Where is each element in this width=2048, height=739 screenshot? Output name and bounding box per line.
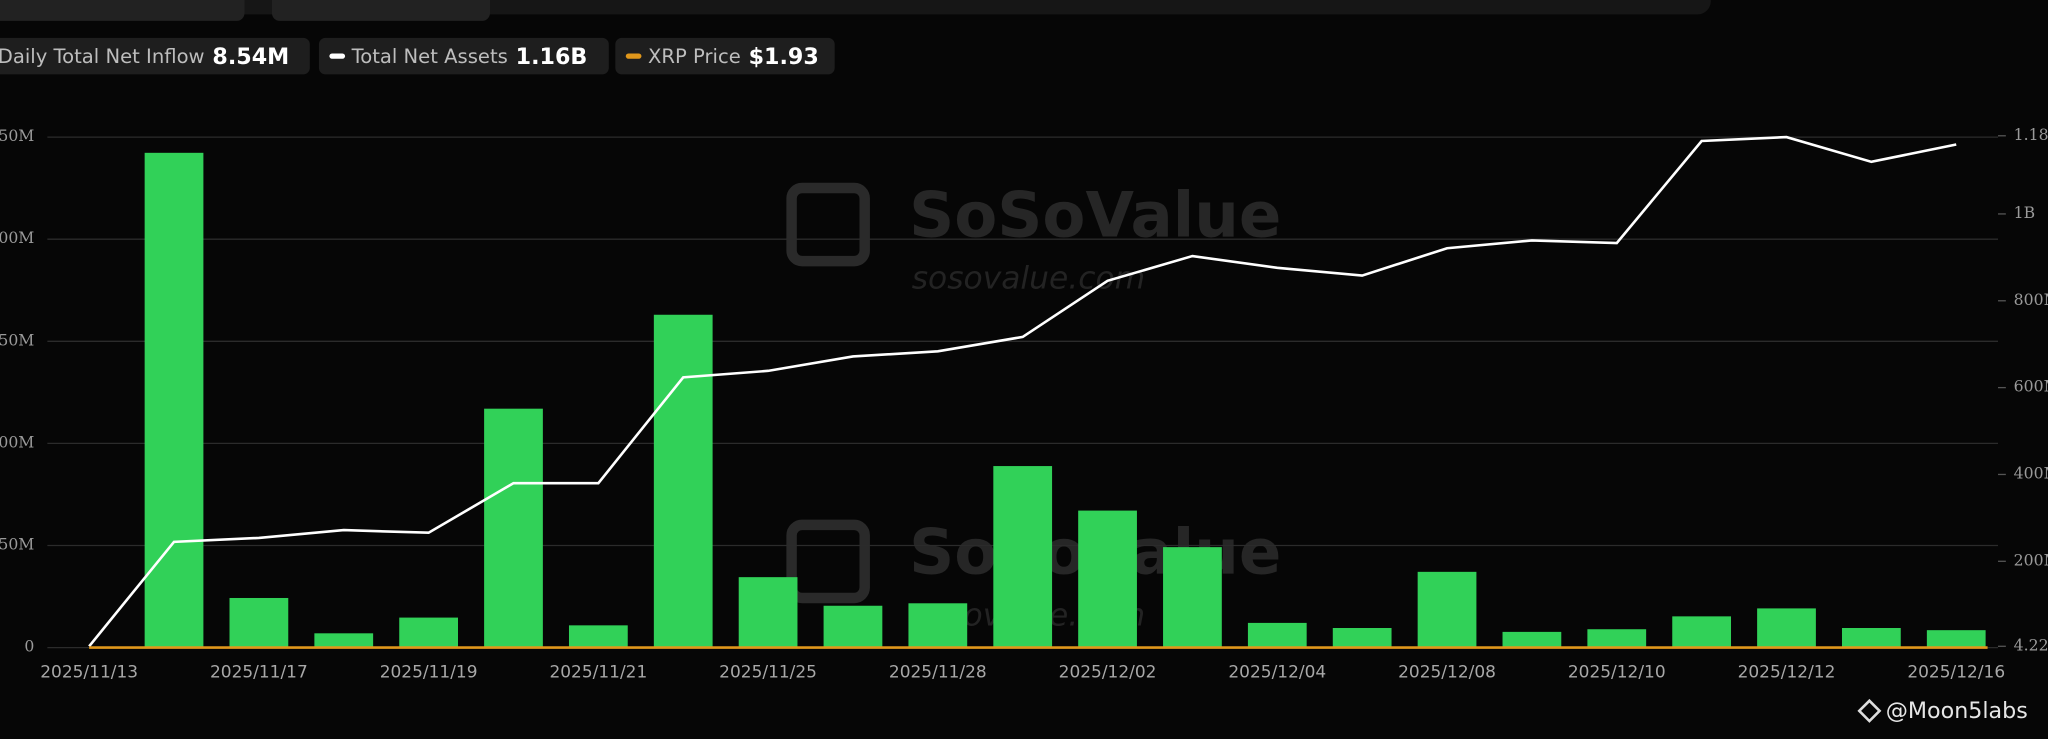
y2-tick-label: 200M [2014,550,2048,569]
top-tab[interactable] [0,0,245,21]
y2-tick-label: 4.22M [2014,635,2048,654]
bar [484,408,543,648]
x-tick-label: 2025/11/28 [889,662,987,682]
bar [1502,631,1562,648]
legend-pill [615,37,835,75]
x-tick-label: 2025/12/12 [1738,662,1836,682]
bar [314,633,374,648]
x-tick-label: 2025/12/04 [1228,662,1326,682]
y2-tick-label: 1.18B [2014,125,2048,144]
bar [653,314,713,648]
bar [229,597,289,648]
legend-pill [0,37,310,75]
y-tick-label: 150M [0,330,34,349]
x-tick-label: 2025/11/25 [719,662,817,682]
y-tick-label: 50M [0,535,34,554]
x-tick-label: 2025/11/17 [210,662,308,682]
y2-tick-label: 400M [2014,463,2048,482]
x-tick-label: 2025/12/10 [1568,662,1666,682]
watermark-logo [786,182,870,267]
x-tick-label: 2025/12/16 [1907,662,2005,682]
bar [1587,629,1647,648]
bar [1078,510,1137,648]
bar [1247,622,1307,648]
legend-swatch [329,53,346,59]
legend-label: XRP Price [648,45,741,68]
bar [568,625,628,648]
y-tick-label: 100M [0,432,34,451]
x-tick-label: 2025/11/21 [549,662,647,682]
y-tick-label: 250M [0,126,34,145]
y2-tick-label: 800M [2014,290,2048,309]
y2-tick-label: 600M [2014,377,2048,396]
watermark-text: SoSoValue [909,178,1281,251]
bar [144,152,204,648]
bar [738,577,798,648]
bar [1163,547,1222,648]
legend-swatch [625,53,642,59]
bar [399,617,458,648]
credit: @Moon5labs [1886,698,2028,724]
bar [1926,630,1986,648]
x-tick-label: 2025/12/08 [1398,662,1496,682]
legend-value: 1.16B [516,44,588,70]
y2-tick-label: 1B [2014,203,2035,222]
x-tick-label: 2025/11/13 [40,662,138,682]
bar [1332,628,1392,648]
line [88,135,1957,648]
bar [823,605,883,648]
legend-value: 8.54M [212,44,289,70]
top-tab[interactable] [271,0,490,21]
legend-value: $1.93 [749,44,819,70]
top-bar [0,0,1711,15]
bar [908,603,968,648]
watermark-logo [786,519,870,604]
bar [1757,608,1816,648]
watermark-url: sosovalue.com [912,260,1145,296]
bar [993,466,1053,648]
legend-label: Total Net Assets [351,45,508,68]
credit-icon [1857,698,1882,723]
legend-label: Daily Total Net Inflow [0,45,205,68]
x-tick-label: 2025/12/02 [1059,662,1157,682]
bar [1672,616,1732,648]
legend-pill [318,37,609,75]
x-tick-label: 2025/11/19 [380,662,478,682]
y-tick-label: 0 [24,637,34,656]
legend: Daily Total Net Inflow 8.54M Total Net Ass… [0,37,835,75]
bar [1417,571,1477,648]
y-tick-label: 200M [0,228,34,247]
bar [1841,628,1901,648]
